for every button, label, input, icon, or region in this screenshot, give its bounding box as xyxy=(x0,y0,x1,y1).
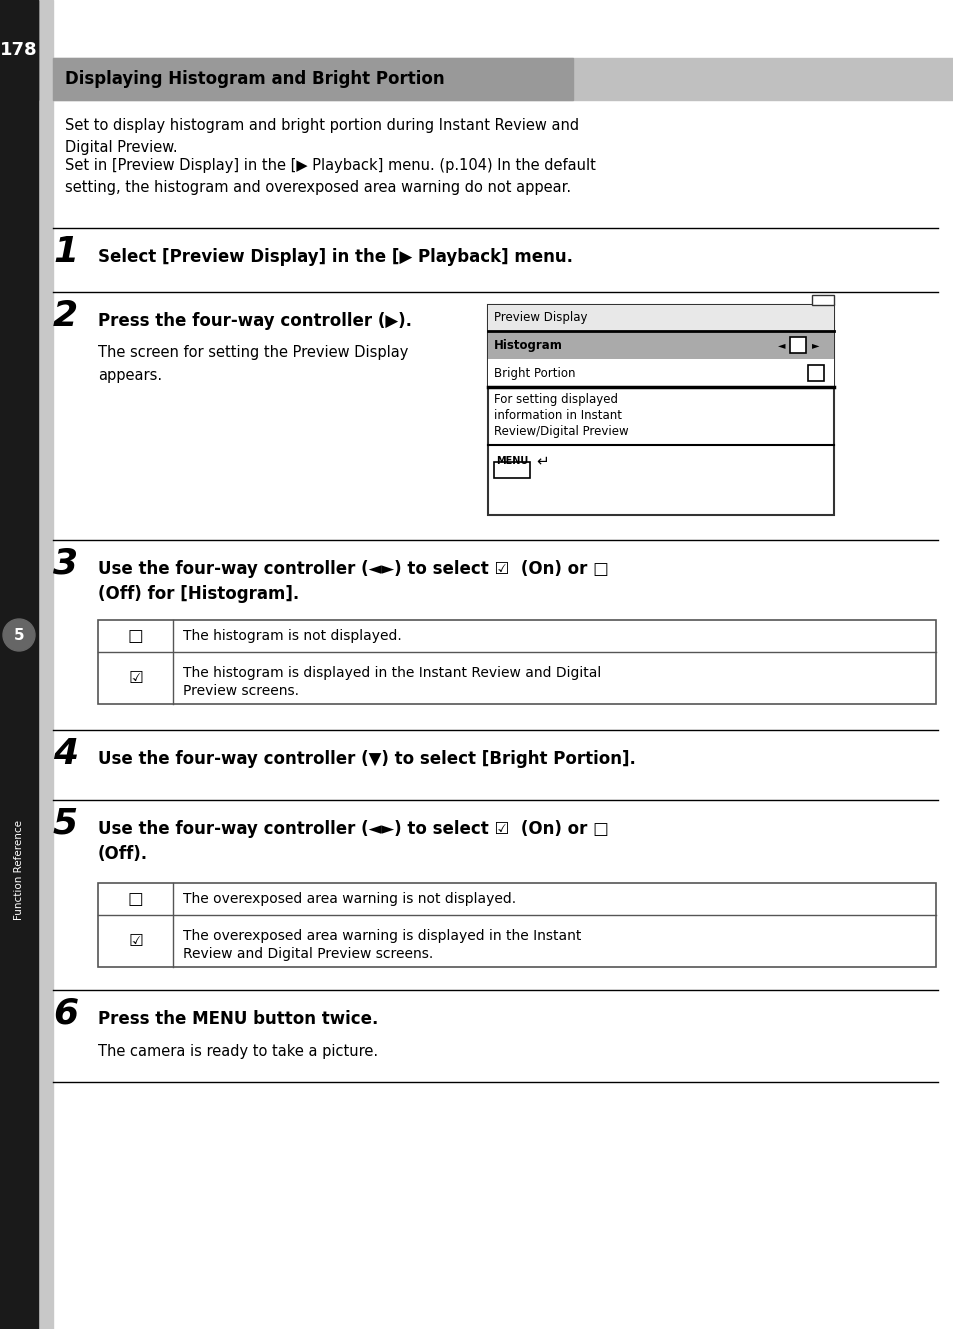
Text: 6: 6 xyxy=(53,997,78,1031)
Text: 5: 5 xyxy=(53,807,78,841)
Text: The histogram is not displayed.: The histogram is not displayed. xyxy=(183,629,401,643)
Text: Function Reference: Function Reference xyxy=(14,820,24,920)
Bar xyxy=(488,331,833,359)
Circle shape xyxy=(3,619,35,651)
Text: ►: ► xyxy=(811,340,819,350)
Text: appears.: appears. xyxy=(98,368,162,383)
Text: The overexposed area warning is displayed in the Instant: The overexposed area warning is displaye… xyxy=(183,929,580,944)
Text: 4: 4 xyxy=(53,738,78,771)
Text: Displaying Histogram and Bright Portion: Displaying Histogram and Bright Portion xyxy=(65,70,444,88)
Text: Bright Portion: Bright Portion xyxy=(494,367,575,380)
Text: Select [Preview Display] in the [▶ Playback] menu.: Select [Preview Display] in the [▶ Playb… xyxy=(98,249,573,266)
Text: Histogram: Histogram xyxy=(494,339,562,351)
Text: Use the four-way controller (▼) to select [Bright Portion].: Use the four-way controller (▼) to selec… xyxy=(98,750,636,768)
Text: The screen for setting the Preview Display: The screen for setting the Preview Displ… xyxy=(98,346,408,360)
Text: 5: 5 xyxy=(13,627,24,642)
Text: Use the four-way controller (◄►) to select ☑  (On) or □: Use the four-way controller (◄►) to sele… xyxy=(98,560,608,578)
Text: The histogram is displayed in the Instant Review and Digital: The histogram is displayed in the Instan… xyxy=(183,666,600,680)
Text: 1: 1 xyxy=(53,235,78,268)
Text: information in Instant: information in Instant xyxy=(494,409,621,423)
Text: Review and Digital Preview screens.: Review and Digital Preview screens. xyxy=(183,948,433,961)
Text: MENU: MENU xyxy=(496,456,528,466)
Bar xyxy=(53,58,953,100)
Bar xyxy=(0,0,38,100)
Text: Press the four-way controller (▶).: Press the four-way controller (▶). xyxy=(98,312,412,330)
Bar xyxy=(53,58,573,100)
Bar xyxy=(807,365,823,381)
Text: Use the four-way controller (◄►) to select ☑  (On) or □: Use the four-way controller (◄►) to sele… xyxy=(98,820,608,839)
Text: For setting displayed: For setting displayed xyxy=(494,393,618,405)
Bar xyxy=(98,621,935,704)
Bar xyxy=(38,0,53,1329)
Bar xyxy=(98,882,935,968)
Bar xyxy=(811,295,833,304)
Text: 178: 178 xyxy=(0,41,38,58)
Bar xyxy=(488,304,833,331)
Text: ◄: ◄ xyxy=(778,340,785,350)
Bar xyxy=(494,462,530,478)
Text: Preview screens.: Preview screens. xyxy=(183,684,298,698)
Text: (Off).: (Off). xyxy=(98,845,148,863)
Bar xyxy=(0,0,38,1329)
Text: ☑: ☑ xyxy=(128,932,143,950)
Text: (Off) for [Histogram].: (Off) for [Histogram]. xyxy=(98,585,299,603)
Text: 3: 3 xyxy=(53,548,78,581)
Text: The overexposed area warning is not displayed.: The overexposed area warning is not disp… xyxy=(183,892,516,906)
Text: Set to display histogram and bright portion during Instant Review and: Set to display histogram and bright port… xyxy=(65,118,578,133)
Text: Set in [Preview Display] in the [▶ Playback] menu. (p.104) In the default: Set in [Preview Display] in the [▶ Playb… xyxy=(65,158,596,173)
Bar xyxy=(488,304,833,516)
Bar xyxy=(488,359,833,387)
Text: The camera is ready to take a picture.: The camera is ready to take a picture. xyxy=(98,1045,377,1059)
Text: □: □ xyxy=(128,890,143,908)
Text: setting, the histogram and overexposed area warning do not appear.: setting, the histogram and overexposed a… xyxy=(65,179,571,195)
Text: ↵: ↵ xyxy=(536,453,549,469)
Text: Review/Digital Preview: Review/Digital Preview xyxy=(494,425,628,439)
Bar xyxy=(789,338,805,354)
Text: ☑: ☑ xyxy=(128,668,143,687)
Text: 2: 2 xyxy=(53,299,78,334)
Text: Preview Display: Preview Display xyxy=(494,311,587,324)
Text: Press the MENU button twice.: Press the MENU button twice. xyxy=(98,1010,378,1029)
Text: □: □ xyxy=(128,627,143,645)
Text: Digital Preview.: Digital Preview. xyxy=(65,140,177,155)
